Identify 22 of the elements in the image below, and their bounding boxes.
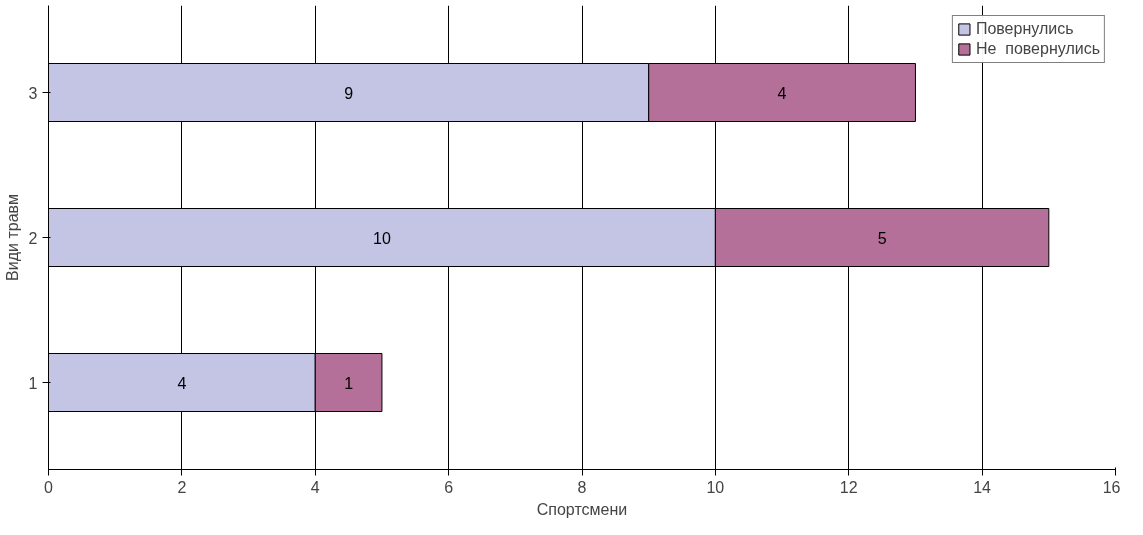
data-label: 10 [373, 229, 391, 247]
data-label: 9 [344, 84, 354, 102]
y-tick-label: 2 [28, 229, 38, 247]
legend-label: Повернулись [975, 20, 1074, 38]
x-tick-label: 16 [1102, 478, 1121, 496]
data-label: 4 [777, 84, 787, 102]
x-tick-label: 4 [310, 478, 320, 496]
data-label: 1 [344, 374, 354, 392]
x-tick-label: 8 [577, 478, 587, 496]
x-tick-label: 12 [839, 478, 858, 496]
x-tick-label: 2 [177, 478, 187, 496]
x-axis-title: Спортсмени [536, 500, 628, 518]
x-tick-label: 6 [444, 478, 454, 496]
data-label: 4 [177, 374, 187, 392]
x-tick-label: 10 [706, 478, 725, 496]
legend-label: Не повернулись [975, 40, 1100, 58]
y-tick-label: 3 [28, 84, 38, 102]
data-label: 5 [877, 229, 887, 247]
y-tick-label: 1 [28, 374, 38, 392]
x-tick-label: 14 [973, 478, 992, 496]
x-tick-label: 0 [44, 478, 54, 496]
y-axis-title: Види травм [3, 194, 21, 281]
